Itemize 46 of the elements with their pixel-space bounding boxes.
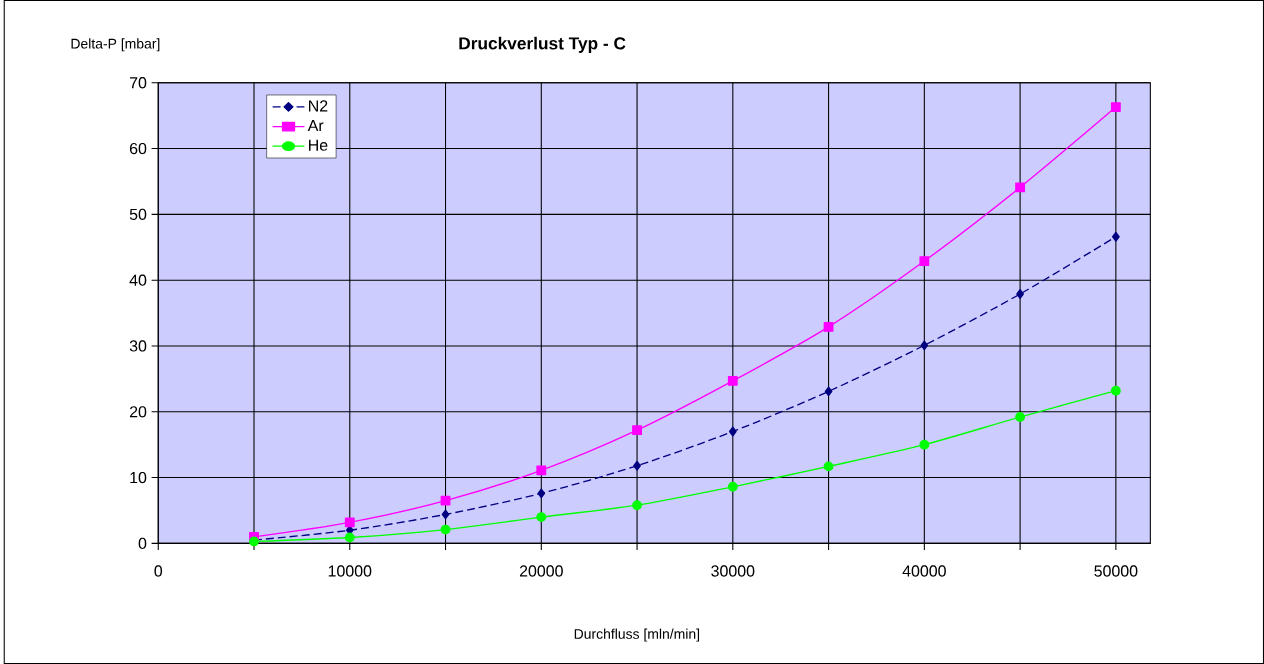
point	[1015, 182, 1026, 193]
point	[1112, 231, 1120, 242]
x-tick-label: 0	[154, 565, 163, 577]
legend-label: N2	[309, 100, 328, 112]
point	[344, 517, 355, 528]
point	[536, 465, 547, 476]
point	[536, 512, 547, 522]
legend-label: Ar	[307, 120, 324, 132]
x-axis-title: Durchfluss [mln/min]	[574, 628, 700, 642]
point	[537, 488, 546, 499]
point	[440, 524, 451, 535]
point	[920, 340, 929, 351]
legend-label: He	[309, 139, 328, 151]
point	[632, 500, 642, 511]
point	[633, 460, 641, 471]
x-tick-label: 30000	[711, 565, 755, 577]
point	[919, 256, 930, 266]
point	[1016, 289, 1024, 299]
chart-title: Druckverlust Typ - C	[459, 36, 626, 53]
y-tick-label: 0	[138, 537, 147, 550]
point	[1015, 412, 1026, 422]
point	[727, 375, 738, 386]
x-tick-label: 20000	[519, 565, 563, 577]
y-axis-title: Delta-P [mbar]	[71, 38, 160, 52]
y-tick-label: 50	[129, 208, 147, 220]
point	[919, 439, 930, 450]
y-tick-label: 40	[129, 274, 147, 286]
y-tick-label: 30	[129, 340, 147, 352]
y-tick-label: 60	[129, 142, 147, 155]
point	[823, 321, 834, 332]
x-tick-label: 50000	[1094, 565, 1138, 577]
y-tick-label: 10	[130, 471, 147, 484]
y-tick-label: 70	[129, 77, 147, 89]
point	[728, 426, 737, 437]
point	[1110, 385, 1121, 396]
x-tick-label: 40000	[902, 565, 946, 577]
point	[824, 386, 833, 397]
point	[440, 495, 451, 506]
point	[1110, 102, 1121, 112]
x-tick-label: 10000	[328, 565, 372, 577]
y-tick-label: 20	[129, 406, 147, 418]
point	[344, 532, 355, 543]
point	[441, 509, 450, 520]
point	[632, 425, 642, 436]
point	[727, 481, 738, 492]
point	[823, 461, 834, 472]
